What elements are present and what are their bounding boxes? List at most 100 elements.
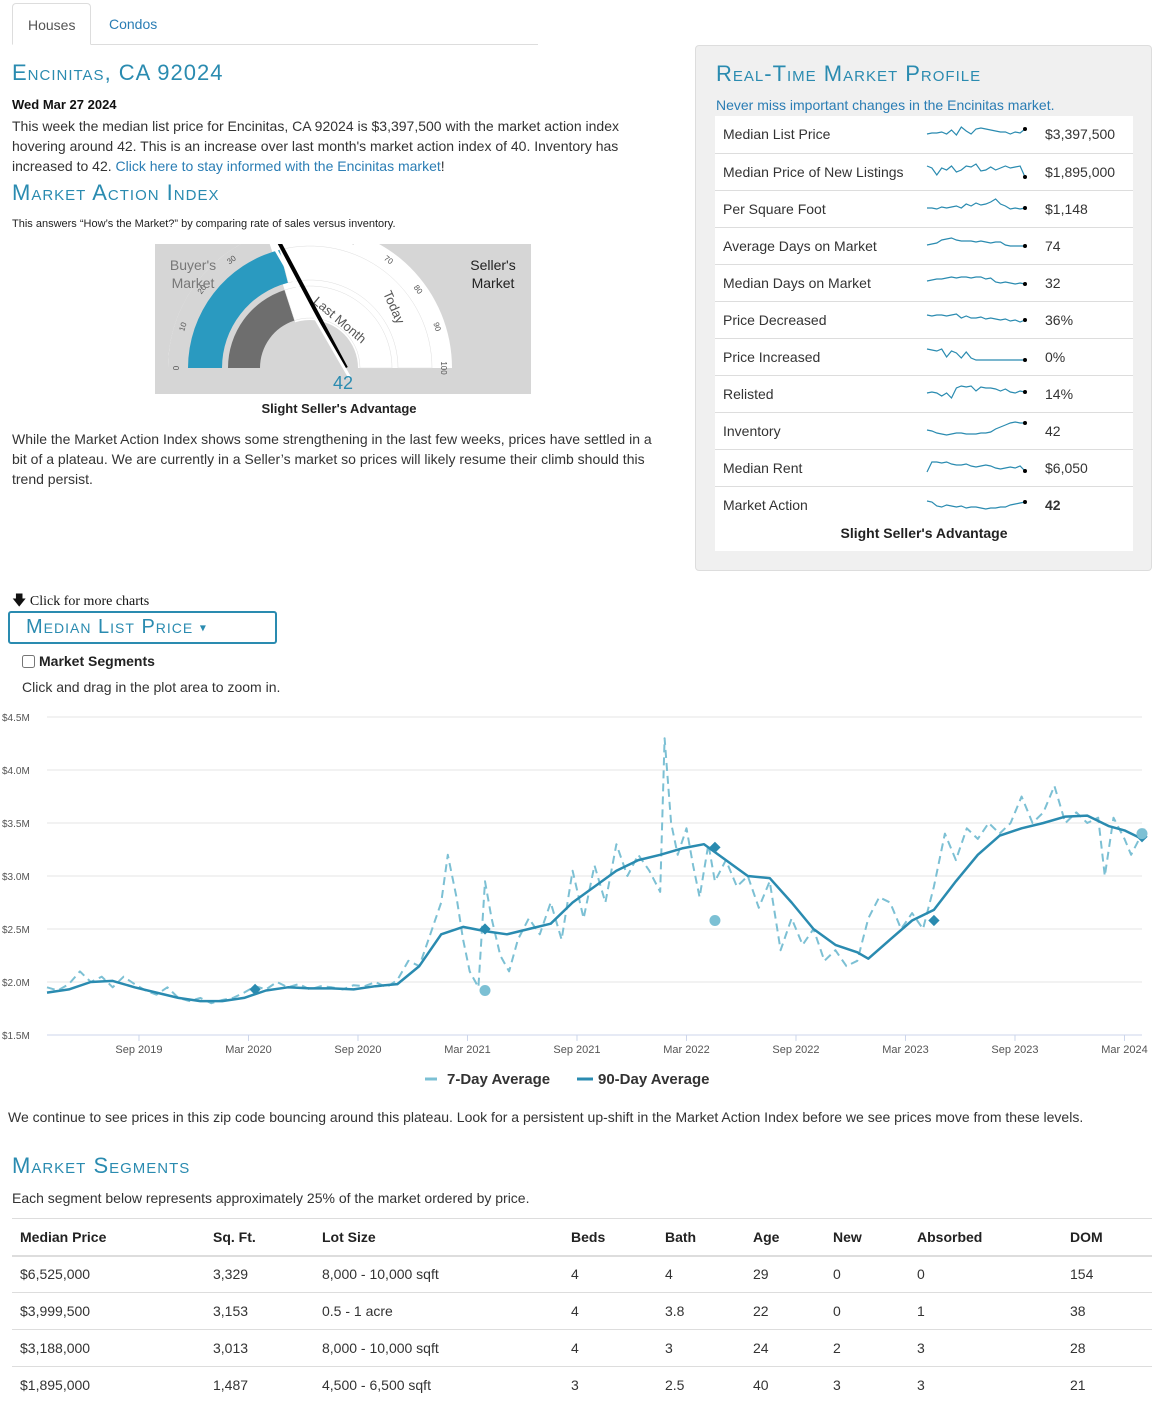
market-profile-subtitle[interactable]: Never miss important changes in the Enci…	[716, 97, 1055, 113]
x-tick-label: Mar 2021	[444, 1044, 490, 1056]
segments-cell: 3	[909, 1366, 1062, 1404]
sparkline-line	[926, 461, 1026, 473]
sparkline-endpoint	[1023, 390, 1027, 394]
profile-row-label: Price Increased	[715, 337, 921, 375]
x-tick-label: Mar 2020	[225, 1044, 271, 1056]
segments-cell: 4	[563, 1292, 657, 1330]
median-list-price-chart[interactable]: $1.5M $2.0M $2.5M $3.0M $3.5M $4.0M $4.5M Sep 2…	[0, 704, 1154, 1096]
profile-row-label: Inventory	[715, 411, 921, 449]
series-7-day-marker[interactable]	[1136, 828, 1148, 840]
gauge-today-track	[279, 245, 433, 369]
sparkline-line	[926, 421, 1025, 436]
series-90-day-marker[interactable]	[479, 923, 491, 935]
buyers-market-label-1: Buyer's	[170, 257, 216, 273]
gauge-caption: Slight Seller's Advantage	[261, 401, 417, 416]
tab-condos[interactable]: Condos	[109, 16, 158, 32]
segments-row: $3,999,500 3,153 0.5 - 1 acre 4 3.8 22 0 1 38	[12, 1292, 1152, 1330]
sellers-market-label-2: Market	[472, 275, 515, 291]
sparkline-endpoint	[1023, 175, 1027, 179]
profile-row-value: 32	[1037, 263, 1133, 301]
series-90-day-marker[interactable]	[709, 841, 721, 854]
sparkline-chart	[926, 163, 1027, 179]
profile-row: Median Rent $6,050	[715, 448, 1133, 486]
series-7-day-marker[interactable]	[479, 984, 491, 996]
profile-row-sparkline	[921, 189, 1037, 227]
gauge-divider	[270, 244, 352, 379]
profile-row: Market Action 42	[715, 485, 1133, 523]
sparkline-chart	[926, 276, 1027, 286]
sparkline-line	[926, 163, 1026, 178]
profile-row: Relisted 14%	[715, 374, 1133, 412]
x-tick-label: Sep 2023	[991, 1044, 1038, 1056]
profile-row-sparkline	[921, 448, 1037, 486]
segments-cell: 3	[563, 1366, 657, 1404]
segments-cell: 38	[1062, 1292, 1152, 1330]
profile-row-sparkline	[921, 485, 1037, 523]
segments-cell: 4	[563, 1329, 657, 1367]
segments-row: $1,895,000 1,487 4,500 - 6,500 sqft 3 2.5 40 3…	[12, 1366, 1152, 1404]
chart-legend: 7-Day Average 90-Day Average	[425, 1071, 709, 1088]
profile-row-value: $1,148	[1037, 189, 1133, 227]
x-tick-label: Sep 2022	[772, 1044, 819, 1056]
profile-row-label: Market Action	[715, 485, 921, 523]
x-tick-label: Mar 2024	[1101, 1044, 1147, 1056]
profile-row-label: Average Days on Market	[715, 226, 921, 264]
market-profile-title: Real-Time Market Profile	[716, 61, 982, 86]
segments-cell: 8,000 - 10,000 sqft	[314, 1255, 563, 1293]
profile-row: Price Decreased 36%	[715, 300, 1133, 338]
gauge-tick-label: 60	[346, 244, 358, 247]
sparkline-line	[926, 385, 1026, 400]
report-date: Wed Mar 27 2024	[12, 97, 117, 112]
sparkline-line	[926, 125, 1026, 136]
profile-row-value: $3,397,500	[1045, 126, 1116, 143]
segments-cell: 0.5 - 1 acre	[314, 1292, 563, 1330]
segments-cell: 21	[1062, 1366, 1152, 1404]
segments-cell: 1,487	[205, 1366, 314, 1404]
segments-cell: 0	[825, 1255, 909, 1293]
profile-row-label: Per Square Foot	[715, 189, 921, 227]
sparkline-chart	[927, 198, 1027, 210]
sparkline-chart	[926, 348, 1027, 362]
legend-7-day-label[interactable]: 7-Day Average	[447, 1071, 550, 1088]
market-segments-checkbox[interactable]	[22, 654, 35, 668]
segments-cell: 29	[745, 1255, 825, 1293]
profile-row-value: $1,895,000	[1037, 152, 1133, 190]
segments-cell: $3,188,000	[12, 1329, 205, 1367]
market-action-description: While the Market Action Index shows some…	[12, 431, 652, 487]
caret-down-icon: ▾	[199, 620, 207, 635]
y-tick-label: $3.0M	[2, 872, 30, 883]
profile-row-label: Median Days on Market	[715, 263, 921, 301]
profile-row-value: 14%	[1037, 374, 1133, 412]
location-title: Encinitas, CA 92024	[12, 60, 224, 85]
sparkline-endpoint	[1023, 421, 1027, 425]
series-7-day-marker[interactable]	[709, 915, 721, 927]
profile-row-label: Median Price of New Listings	[715, 152, 921, 190]
gauge-needle	[277, 244, 348, 369]
segments-column-header: Beds	[563, 1218, 657, 1257]
legend-90-day-label[interactable]: 90-Day Average	[598, 1071, 709, 1088]
stay-informed-link[interactable]: Click here to stay informed with the Enc…	[115, 158, 441, 174]
segments-cell: 4,500 - 6,500 sqft	[314, 1366, 563, 1404]
gauge-tick-label: 100	[439, 361, 448, 375]
arrow-down-icon: 🡇	[12, 594, 27, 609]
gauge-tick-label: 90	[431, 321, 442, 333]
series-90-day-marker[interactable]	[249, 983, 261, 996]
more-charts-toggle[interactable]: 🡇 Click for more charts	[12, 590, 149, 614]
series-90-day-marker[interactable]	[928, 914, 940, 927]
profile-row-sparkline	[921, 116, 1037, 153]
market-segments-toggle[interactable]: Market Segments	[22, 653, 155, 669]
tab-houses[interactable]: Houses	[12, 3, 91, 45]
segments-cell: 24	[745, 1329, 825, 1367]
x-tick-label: Sep 2019	[115, 1044, 162, 1056]
segments-cell: 3,153	[205, 1292, 314, 1330]
profile-row: Median Days on Market 32	[715, 263, 1133, 301]
segments-cell: 3	[909, 1329, 1062, 1367]
series-90-day-average-line[interactable]	[46, 814, 1143, 1003]
sparkline-chart	[926, 461, 1027, 473]
segments-cell: 1	[909, 1292, 1062, 1330]
segments-cell: 4	[563, 1255, 657, 1293]
segments-cell: 2	[825, 1329, 909, 1367]
profile-row: Median Price of New Listings $1,895,000	[715, 152, 1133, 190]
chart-type-dropdown[interactable]: Median List Price ▾	[8, 611, 277, 644]
series-7-day-average-line[interactable]	[46, 737, 1143, 1005]
